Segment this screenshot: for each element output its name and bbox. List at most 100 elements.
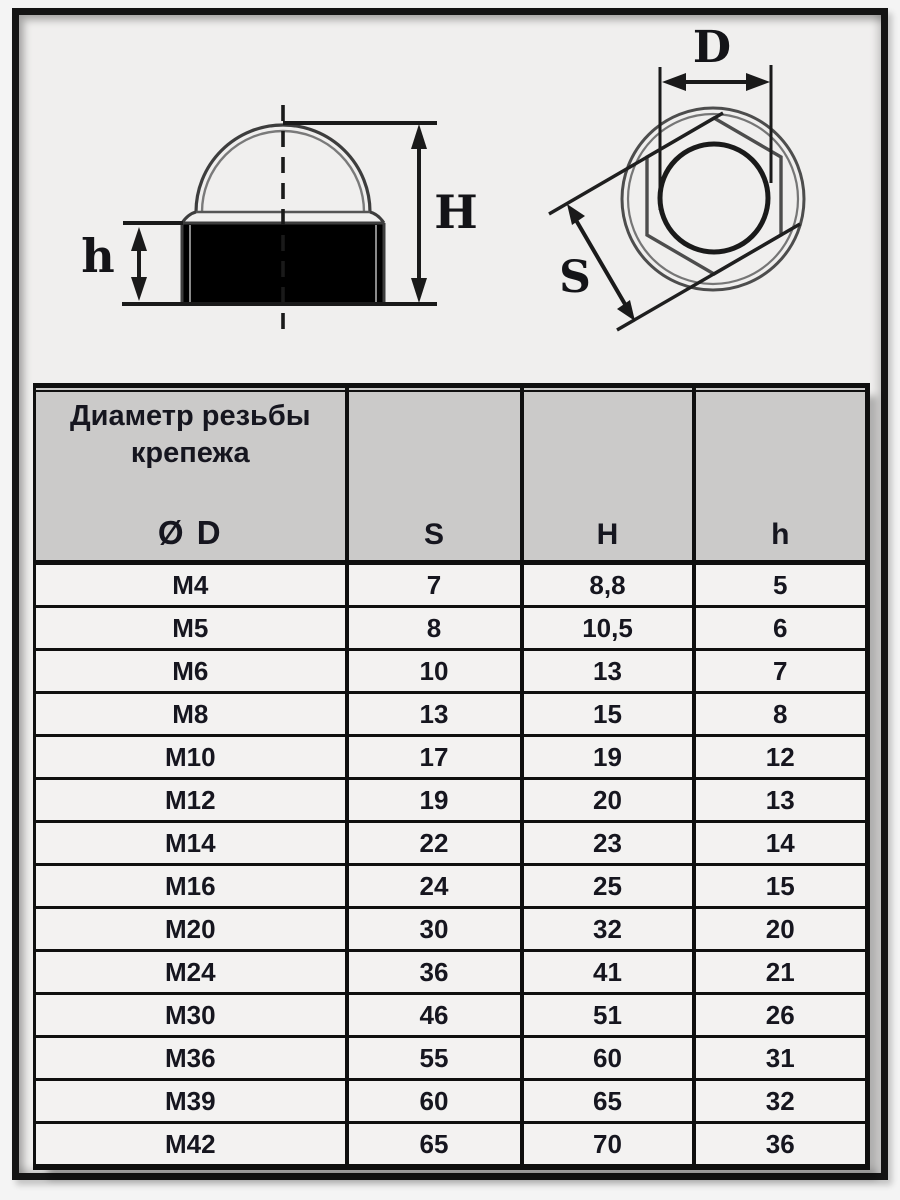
h-total-value-cell: 60 [519, 1035, 694, 1080]
thread-size-cell: M6 [34, 648, 347, 693]
h-total-value-cell: 23 [519, 820, 694, 865]
h-base-value-cell: 20 [691, 906, 868, 951]
table-row: M16 24 25 15 [34, 863, 868, 908]
thread-size-cell: M8 [34, 691, 347, 736]
s-value-cell: 8 [344, 605, 522, 650]
h-total-value-cell: 41 [519, 949, 694, 994]
h-base-value-cell: 31 [691, 1035, 868, 1080]
thread-size-cell: M5 [34, 605, 347, 650]
s-value-cell: 36 [344, 949, 522, 994]
table-body: M4 7 8,8 5 M5 8 10,5 6 M6 10 13 7 M8 13 15 8 M10 17 19 12 M1… [34, 562, 868, 1167]
s-value-cell: 60 [344, 1078, 522, 1123]
thread-size-cell: M4 [34, 562, 347, 607]
header-h-total-column: H [519, 385, 694, 565]
table-row: M8 13 15 8 [34, 691, 868, 736]
dimensions-table: Диаметр резьбы крепежа Ø D S H h [33, 383, 870, 1170]
s-value-cell: 13 [344, 691, 522, 736]
thread-size-cell: M42 [34, 1121, 347, 1167]
thread-size-cell: M10 [34, 734, 347, 779]
h-total-value-cell: 25 [519, 863, 694, 908]
thread-size-cell: M12 [34, 777, 347, 822]
S-dimension-label: S [559, 252, 591, 303]
header-thread-diameter: Диаметр резьбы крепежа Ø D [34, 385, 347, 565]
h-total-value-cell: 8,8 [519, 562, 694, 607]
h-base-value-cell: 21 [691, 949, 868, 994]
header-diameter-line1: Диаметр резьбы [69, 400, 311, 432]
H-dimension-label: H [434, 185, 477, 239]
h-base-value-cell: 15 [691, 863, 868, 908]
table-row: M20 30 32 20 [34, 906, 868, 951]
table-row: M4 7 8,8 5 [34, 562, 868, 607]
h-total-value-cell: 51 [519, 992, 694, 1037]
header-s-column: S [344, 385, 522, 565]
table-row: M6 10 13 7 [34, 648, 868, 693]
left-flare [180, 210, 197, 224]
s-value-cell: 30 [344, 906, 522, 951]
h-base-value-cell: 26 [691, 992, 868, 1037]
side-view-drawing: h H [81, 105, 478, 330]
h-total-value-cell: 20 [519, 777, 694, 822]
thread-size-cell: M39 [34, 1078, 347, 1123]
D-dimension-label: D [693, 22, 731, 73]
table-row: M24 36 41 21 [34, 949, 868, 994]
header-diameter-symbol: Ø D [157, 514, 223, 551]
header-row: Диаметр резьбы крепежа Ø D S H h [34, 385, 868, 565]
table-row: M42 65 70 36 [34, 1121, 868, 1167]
thread-size-cell: M24 [34, 949, 347, 994]
upper-flat-tangent-line [548, 111, 724, 216]
s-value-cell: 7 [344, 562, 522, 607]
h-total-value-cell: 65 [519, 1078, 694, 1123]
table-row: M36 55 60 31 [34, 1035, 868, 1080]
flange-outer-circle [620, 106, 806, 292]
table-row: M39 60 65 32 [34, 1078, 868, 1123]
table-row: M12 19 20 13 [34, 777, 868, 822]
h-dimension-label: h [81, 229, 114, 283]
thread-size-cell: M30 [34, 992, 347, 1037]
h-base-value-cell: 7 [691, 648, 868, 693]
h-base-value-cell: 6 [691, 605, 868, 650]
content-frame: h H D S [12, 8, 888, 1180]
h-base-value-cell: 8 [691, 691, 868, 736]
h-total-value-cell: 19 [519, 734, 694, 779]
s-value-cell: 46 [344, 992, 522, 1037]
h-total-value-cell: 15 [519, 691, 694, 736]
h-base-value-cell: 12 [691, 734, 868, 779]
flange-inner-circle [626, 112, 800, 286]
table-row: M14 22 23 14 [34, 820, 868, 865]
table-row: M30 46 51 26 [34, 992, 868, 1037]
h-base-value-cell: 14 [691, 820, 868, 865]
header-h-base-label: h [771, 518, 790, 551]
h-base-value-cell: 32 [691, 1078, 868, 1123]
table-row: M10 17 19 12 [34, 734, 868, 779]
lower-flat-tangent-line [616, 222, 801, 332]
thread-size-cell: M16 [34, 863, 347, 908]
top-view-drawing: D S [548, 22, 806, 332]
s-value-cell: 17 [344, 734, 522, 779]
s-value-cell: 19 [344, 777, 522, 822]
h-base-value-cell: 13 [691, 777, 868, 822]
s-value-cell: 55 [344, 1035, 522, 1080]
table-row: M5 8 10,5 6 [34, 605, 868, 650]
D-dimension [658, 65, 773, 210]
thread-size-cell: M36 [34, 1035, 347, 1080]
h-total-value-cell: 70 [519, 1121, 694, 1167]
header-h-total-label: H [596, 518, 619, 551]
thread-bore-circle [657, 141, 771, 255]
h-total-value-cell: 32 [519, 906, 694, 951]
h-base-value-cell: 36 [691, 1121, 868, 1167]
header-s-label: S [423, 518, 444, 551]
thread-size-cell: M14 [34, 820, 347, 865]
h-base-value-cell: 5 [691, 562, 868, 607]
s-value-cell: 10 [344, 648, 522, 693]
S-dimension [548, 111, 801, 332]
header-diameter-line2: крепежа [130, 437, 250, 470]
h-total-value-cell: 13 [519, 648, 694, 693]
s-value-cell: 24 [344, 863, 522, 908]
thread-size-cell: M20 [34, 906, 347, 951]
h-dimension-arrow [123, 221, 183, 301]
right-flare [369, 210, 386, 224]
s-value-cell: 22 [344, 820, 522, 865]
H-dimension-arrow [411, 124, 427, 303]
s-value-cell: 65 [344, 1121, 522, 1167]
header-h-base-column: h [691, 385, 868, 565]
